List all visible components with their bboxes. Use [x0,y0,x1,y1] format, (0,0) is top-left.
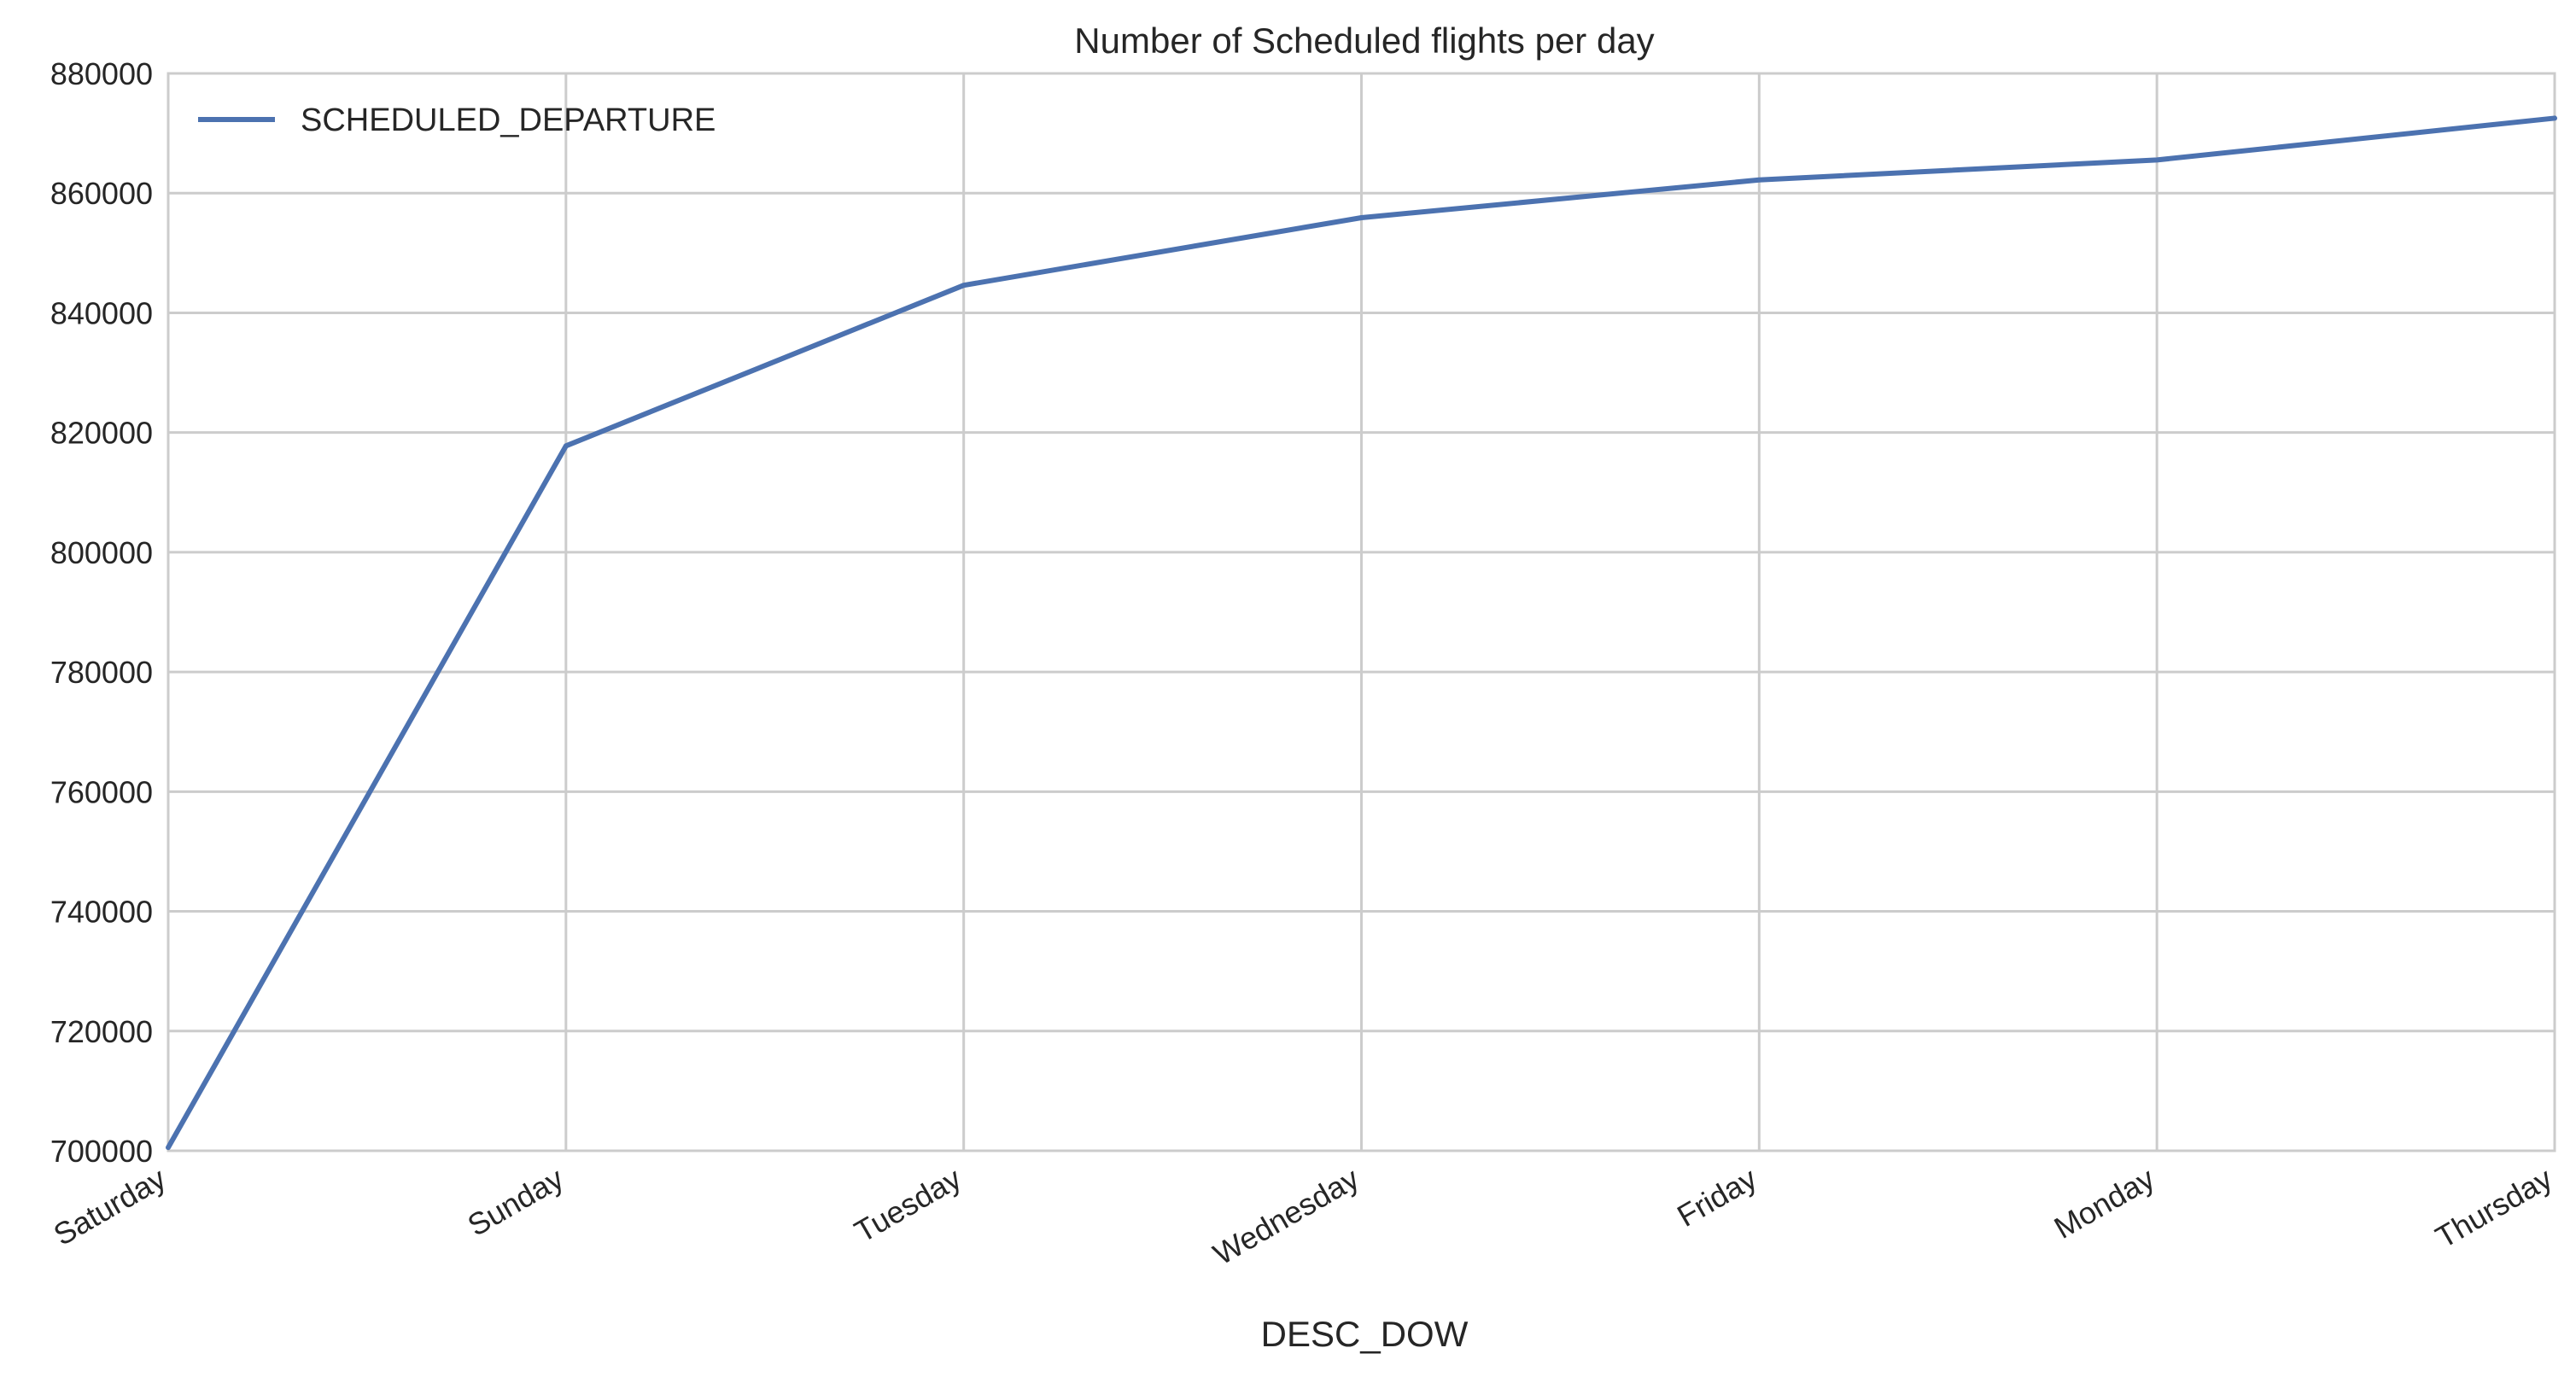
x-axis-ticks: Saturday Sunday Tuesday Wednesday Friday Mond… [48,1160,2558,1271]
x-tick-label: Thursday [2430,1160,2558,1255]
x-tick-label: Monday [2048,1160,2160,1246]
data-point-wednesday [1361,217,1363,219]
plot-frame [166,72,2556,1152]
data-point-sunday [565,445,567,446]
y-tick-label: 880000 [50,56,153,91]
legend-label-scheduled-departure: SCHEDULED_DEPARTURE [301,102,716,138]
y-tick-label: 820000 [50,416,153,451]
y-tick-label: 840000 [50,295,153,330]
data-point-thursday [2554,117,2556,119]
x-tick-label: Saturday [48,1160,172,1252]
series-layer [166,115,2557,1151]
x-tick-label: Tuesday [849,1160,967,1249]
grid-lines [166,72,2556,1152]
chart-title: Number of Scheduled flights per day [1074,20,1654,61]
data-point-saturday [167,1147,169,1148]
data-point-tuesday [963,284,965,286]
legend: SCHEDULED_DEPARTURE [198,102,716,138]
y-tick-label: 860000 [50,176,153,211]
y-axis-ticks: 700000 720000 740000 760000 780000 800000 8200… [50,56,153,1169]
y-tick-label: 780000 [50,655,153,690]
x-tick-label: Wednesday [1207,1160,1365,1271]
y-tick-label: 740000 [50,895,153,930]
x-tick-label: Friday [1671,1160,1762,1234]
data-point-monday [2156,159,2158,160]
x-axis-label: DESC_DOW [1261,1314,1469,1354]
y-tick-label: 760000 [50,774,153,809]
y-tick-label: 700000 [50,1134,153,1169]
y-tick-label: 720000 [50,1014,153,1049]
x-tick-label: Sunday [462,1160,570,1243]
y-tick-label: 800000 [50,535,153,570]
series-line-scheduled-departure [166,115,2557,1151]
data-point-friday [1758,179,1760,181]
